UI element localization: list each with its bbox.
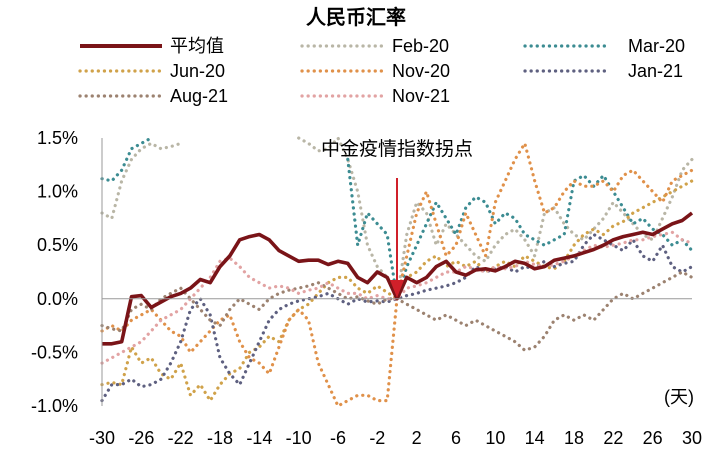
y-tick-label: 0.0% xyxy=(37,289,78,309)
x-tick-label: -10 xyxy=(286,428,312,448)
x-tick-label: 14 xyxy=(525,428,545,448)
x-axis-unit-label: (天) xyxy=(664,387,694,407)
y-tick-label: 1.5% xyxy=(37,128,78,148)
x-tick-label: -14 xyxy=(246,428,272,448)
legend: 平均值 Feb-20 Mar-20 Jun-20 Nov-20 Jan-21 Aug-21 N… xyxy=(78,36,685,106)
x-tick-label: -26 xyxy=(128,428,154,448)
x-ticks: -30 -26 -22 -18 -14 -10 -6 -2 2 6 10 14 18 22 26 30 xyxy=(89,428,702,448)
x-tick-label: -18 xyxy=(207,428,233,448)
y-tick-label: 0.5% xyxy=(37,235,78,255)
legend-label: Jan-21 xyxy=(628,61,683,81)
chart-title: 人民币汇率 xyxy=(306,5,406,29)
legend-label: Feb-20 xyxy=(392,36,449,56)
x-tick-label: -30 xyxy=(89,428,115,448)
plot-area: -30 -26 -22 -18 -14 -10 -6 -2 2 6 10 14 18 22 26 30 -1.… xyxy=(31,128,702,448)
x-tick-label: 26 xyxy=(643,428,663,448)
legend-label: Aug-21 xyxy=(170,86,228,106)
annotation-arrow-head xyxy=(390,280,404,298)
x-tick-label: 10 xyxy=(485,428,505,448)
y-tick-label: -0.5% xyxy=(31,342,78,362)
legend-label: Mar-20 xyxy=(628,36,685,56)
y-ticks: -1.0% -0.5% 0.0% 0.5% 1.0% 1.5% xyxy=(31,128,78,416)
legend-label: Nov-20 xyxy=(392,61,450,81)
annotation-label: 中金疫情指数拐点 xyxy=(321,138,473,160)
y-tick-label: 1.0% xyxy=(37,182,78,202)
series-line-Mar-20 xyxy=(100,136,694,300)
y-tick-label: -1.0% xyxy=(31,396,78,416)
x-tick-label: -6 xyxy=(330,428,346,448)
series-line-Feb-20 xyxy=(100,135,694,305)
series-line-Jun-20 xyxy=(100,179,694,404)
x-tick-label: 30 xyxy=(682,428,702,448)
x-tick-label: 18 xyxy=(564,428,584,448)
x-tick-label: -22 xyxy=(168,428,194,448)
x-tick-label: -2 xyxy=(369,428,385,448)
x-tick-label: 6 xyxy=(451,428,461,448)
legend-label: Jun-20 xyxy=(170,61,225,81)
legend-label: Nov-21 xyxy=(392,86,450,106)
x-tick-label: 22 xyxy=(603,428,623,448)
x-tick-label: 2 xyxy=(412,428,422,448)
annotation: 中金疫情指数拐点 xyxy=(321,138,473,298)
legend-label: 平均值 xyxy=(170,36,224,56)
